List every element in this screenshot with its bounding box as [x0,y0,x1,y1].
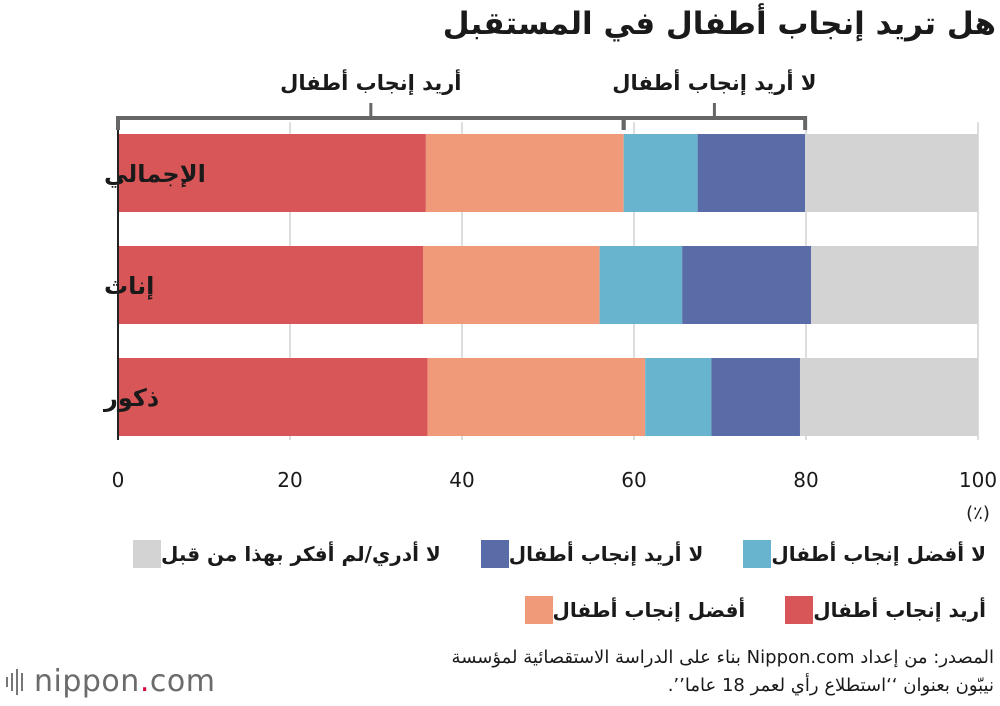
legend-item: لا أفضل إنجاب أطفال [731,540,986,568]
legend-item: أريد إنجاب أطفال [773,596,986,624]
bracket-want [116,116,626,130]
legend-label: أريد إنجاب أطفال [813,598,986,622]
stacked-bar-chart: الإجمالي إناث ذكور 0 20 40 60 80 100 (٪) أريد إنجا… [103,68,997,524]
nippon-logo: nippon.com [6,664,215,699]
x-tick-label: 40 [449,468,474,492]
source-line-1: المصدر: من إعداد Nippon.com بناء على الد… [451,647,994,668]
legend-swatch [480,540,509,568]
source-note: المصدر: من إعداد Nippon.com بناء على الد… [234,644,994,700]
legend-swatch [132,540,161,568]
bar-2-series-1 [118,246,424,324]
x-tick-label: 0 [112,468,125,492]
logo-suffix: com [149,664,216,699]
bar-3-series-3 [645,358,712,436]
logo-text: nippon.com [34,664,215,699]
x-tick-label: 80 [793,468,818,492]
legend-label: لا أفضل إنجاب أطفال [771,542,986,566]
bar-1-series-4 [697,134,806,212]
legend-swatch [524,596,553,624]
bracket-label-not-want: لا أريد إنجاب أطفال [612,68,816,95]
x-tick-label: 100 [959,468,997,492]
x-tick-label: 60 [621,468,646,492]
legend-label: لا أريد إنجاب أطفال [508,542,704,566]
legend-item: أفضل إنجاب أطفال [513,596,746,624]
bracket-not-want [621,116,808,130]
bar-2-series-2 [423,246,600,324]
legend-item: لا أريد إنجاب أطفال [469,540,704,568]
bar-2-series-4 [682,246,812,324]
x-unit-label: (٪) [966,503,990,524]
bar-3-series-1 [118,358,428,436]
legend-label: لا أدري/لم أفكر بهذا من قبل [160,542,441,566]
logo-mark-icon [6,668,26,695]
bar-1-series-2 [425,134,624,212]
bracket-label-want: أريد إنجاب أطفال [280,68,461,95]
bar-2-series-5 [811,246,978,324]
logo-dot: . [139,664,150,699]
legend-swatch [785,596,814,624]
legend-swatch [743,540,772,568]
bar-2-series-3 [599,246,683,324]
bar-1-series-1 [118,134,426,212]
legend-row-1: لا أدري/لم أفكر بهذا من قبل لا أريد إنجاب… [93,540,986,568]
legend-label: أفضل إنجاب أطفال [552,598,746,622]
legend-item: لا أدري/لم أفكر بهذا من قبل [121,540,441,568]
legend-row-2: أفضل إنجاب أطفال أريد إنجاب أطفال [485,596,986,624]
source-line-2: نيبّون بعنوان ‘‘استطلاع رأي لعمر 18 عاما… [667,675,994,696]
chart-title: هل تريد إنجاب أطفال في المستقبل [442,6,996,42]
category-label: الإجمالي [104,160,206,188]
x-tick-label: 20 [277,468,302,492]
category-label: إناث [104,272,154,300]
bar-1-series-5 [805,134,978,212]
bar-3-series-5 [799,358,978,436]
bar-1-series-3 [623,134,698,212]
category-label: ذكور [103,384,159,412]
bar-3-series-4 [711,358,800,436]
bar-3-series-2 [427,358,646,436]
logo-brand: nippon [34,664,140,699]
